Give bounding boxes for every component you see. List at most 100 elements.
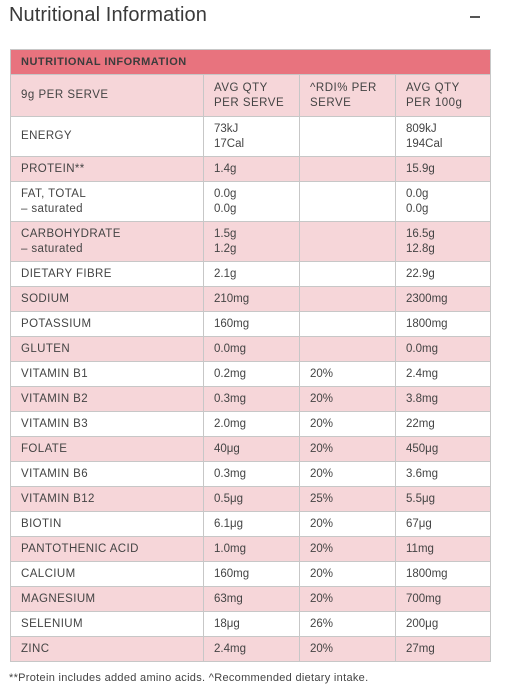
- cell-line: 20%: [310, 542, 334, 555]
- rdi-percent-cell: 20%: [299, 586, 396, 612]
- cell-line: 6.1μg: [214, 517, 244, 530]
- nutrient-name-cell: FOLATE: [10, 436, 204, 462]
- cell-line: PROTEIN**: [21, 162, 85, 175]
- rdi-percent-cell: [299, 311, 396, 337]
- avg-qty-per-serve-cell: 73kJ 17Cal: [203, 116, 300, 157]
- rdi-percent-cell: 20%: [299, 536, 396, 562]
- cell-line: CARBOHYDRATE: [21, 227, 121, 240]
- cell-line: 20%: [310, 442, 334, 455]
- table-row: PROTEIN** 1.4g 15.9g: [10, 156, 492, 182]
- nutrient-name-cell: FAT, TOTAL – saturated: [10, 181, 204, 222]
- cell-line: FAT, TOTAL: [21, 187, 87, 200]
- collapse-minus-icon[interactable]: [464, 6, 488, 26]
- table-row: VITAMIN B2 0.3mg 20% 3.8mg: [10, 386, 492, 412]
- avg-qty-per-serve-cell: 160mg: [203, 561, 300, 587]
- cell-line: 40μg: [214, 442, 240, 455]
- rdi-percent-cell: 20%: [299, 561, 396, 587]
- avg-qty-per-serve-cell: 1.0mg: [203, 536, 300, 562]
- cell-line: ENERGY: [21, 130, 72, 142]
- section-header[interactable]: Nutritional Information: [0, 0, 510, 36]
- avg-qty-per-serve-cell: 2.4mg: [203, 636, 300, 662]
- cell-line: 0.5μg: [214, 492, 244, 505]
- rdi-percent-cell: [299, 336, 396, 362]
- table-caption: NUTRITIONAL INFORMATION: [9, 49, 492, 75]
- cell-line: – saturated: [21, 202, 83, 215]
- nutrient-name-cell: VITAMIN B2: [10, 386, 204, 412]
- cell-line: 700mg: [406, 592, 442, 605]
- cell-line: 1800mg: [406, 317, 448, 330]
- avg-qty-per-serve-cell: 210mg: [203, 286, 300, 312]
- cell-line: 0.0mg: [214, 342, 246, 355]
- cell-line: GLUTEN: [21, 342, 71, 355]
- nutrient-name-cell: CARBOHYDRATE – saturated: [10, 221, 204, 262]
- avg-qty-per-100g-cell: 67μg: [394, 511, 492, 537]
- avg-qty-per-100g-cell: 11mg: [394, 536, 492, 562]
- cell-line: 20%: [310, 417, 334, 430]
- cell-line: 2.1g: [214, 267, 237, 280]
- header-line: SERVE: [310, 96, 352, 109]
- avg-qty-per-serve-cell: 0.2mg: [203, 361, 300, 387]
- cell-line: 20%: [310, 367, 334, 380]
- nutrient-name-cell: PANTOTHENIC ACID: [10, 536, 204, 562]
- cell-line: 0.0mg: [406, 342, 438, 355]
- header-rdi-per-serve: ^RDI% PER SERVE: [299, 74, 396, 117]
- cell-line: VITAMIN B3: [21, 417, 89, 430]
- cell-line: SODIUM: [21, 292, 70, 305]
- cell-line: 18μg: [214, 617, 240, 630]
- rdi-percent-cell: 20%: [299, 386, 396, 412]
- table-row: VITAMIN B6 0.3mg 20% 3.6mg: [10, 461, 492, 487]
- nutrient-name-cell: SELENIUM: [10, 611, 204, 637]
- rdi-percent-cell: [299, 181, 396, 222]
- nutrient-name-cell: VITAMIN B1: [10, 361, 204, 387]
- header-avg-qty-per-100g: AVG QTY PER 100g: [394, 74, 492, 117]
- nutrient-name-cell: GLUTEN: [10, 336, 204, 362]
- avg-qty-per-serve-cell: 63mg: [203, 586, 300, 612]
- cell-line: CALCIUM: [21, 567, 76, 580]
- avg-qty-per-100g-cell: 2300mg: [394, 286, 492, 312]
- header-line: ^RDI% PER: [310, 81, 377, 94]
- avg-qty-per-100g-cell: 16.5g 12.8g: [394, 221, 492, 262]
- rdi-percent-cell: [299, 261, 396, 287]
- cell-line: 1800mg: [406, 567, 448, 580]
- table-row: PANTOTHENIC ACID 1.0mg 20% 11mg: [10, 536, 492, 562]
- rdi-percent-cell: [299, 286, 396, 312]
- cell-line: 0.0g: [214, 187, 237, 200]
- cell-line: VITAMIN B12: [21, 492, 95, 505]
- cell-line: 12.8g: [406, 242, 435, 255]
- cell-line: 73kJ: [214, 122, 239, 135]
- rdi-percent-cell: 20%: [299, 411, 396, 437]
- cell-line: 27mg: [406, 642, 435, 655]
- avg-qty-per-100g-cell: 3.8mg: [394, 386, 492, 412]
- cell-line: 0.0g: [406, 187, 429, 200]
- header-line: AVG QTY: [214, 81, 268, 94]
- rdi-percent-cell: [299, 116, 396, 157]
- minus-icon: [470, 16, 480, 18]
- rdi-percent-cell: 25%: [299, 486, 396, 512]
- cell-line: 210mg: [214, 292, 250, 305]
- cell-line: 20%: [310, 392, 334, 405]
- header-line: PER 100g: [406, 96, 463, 109]
- cell-line: PANTOTHENIC ACID: [21, 542, 139, 555]
- cell-line: 26%: [310, 617, 334, 630]
- header-line: PER SERVE: [214, 96, 285, 109]
- avg-qty-per-serve-cell: 0.5μg: [203, 486, 300, 512]
- avg-qty-per-serve-cell: 0.0g 0.0g: [203, 181, 300, 222]
- header-line: 9g PER SERVE: [21, 89, 109, 101]
- cell-line: 20%: [310, 467, 334, 480]
- cell-line: VITAMIN B1: [21, 367, 89, 380]
- cell-line: 1.4g: [214, 162, 237, 175]
- table-row: MAGNESIUM 63mg 20% 700mg: [10, 586, 492, 612]
- avg-qty-per-serve-cell: 0.0mg: [203, 336, 300, 362]
- table-row: CARBOHYDRATE – saturated 1.5g 1.2g 16.5g 12.8…: [10, 221, 492, 262]
- avg-qty-per-100g-cell: 0.0g 0.0g: [394, 181, 492, 222]
- rdi-percent-cell: [299, 156, 396, 182]
- cell-line: MAGNESIUM: [21, 592, 96, 605]
- cell-line: FOLATE: [21, 442, 68, 455]
- avg-qty-per-serve-cell: 2.0mg: [203, 411, 300, 437]
- avg-qty-per-100g-cell: 15.9g: [394, 156, 492, 182]
- cell-line: 63mg: [214, 592, 243, 605]
- rdi-percent-cell: [299, 221, 396, 262]
- cell-line: VITAMIN B6: [21, 467, 89, 480]
- table-row: ENERGY 73kJ 17Cal 809kJ 194Cal: [10, 116, 492, 157]
- header-line: AVG QTY: [406, 81, 460, 94]
